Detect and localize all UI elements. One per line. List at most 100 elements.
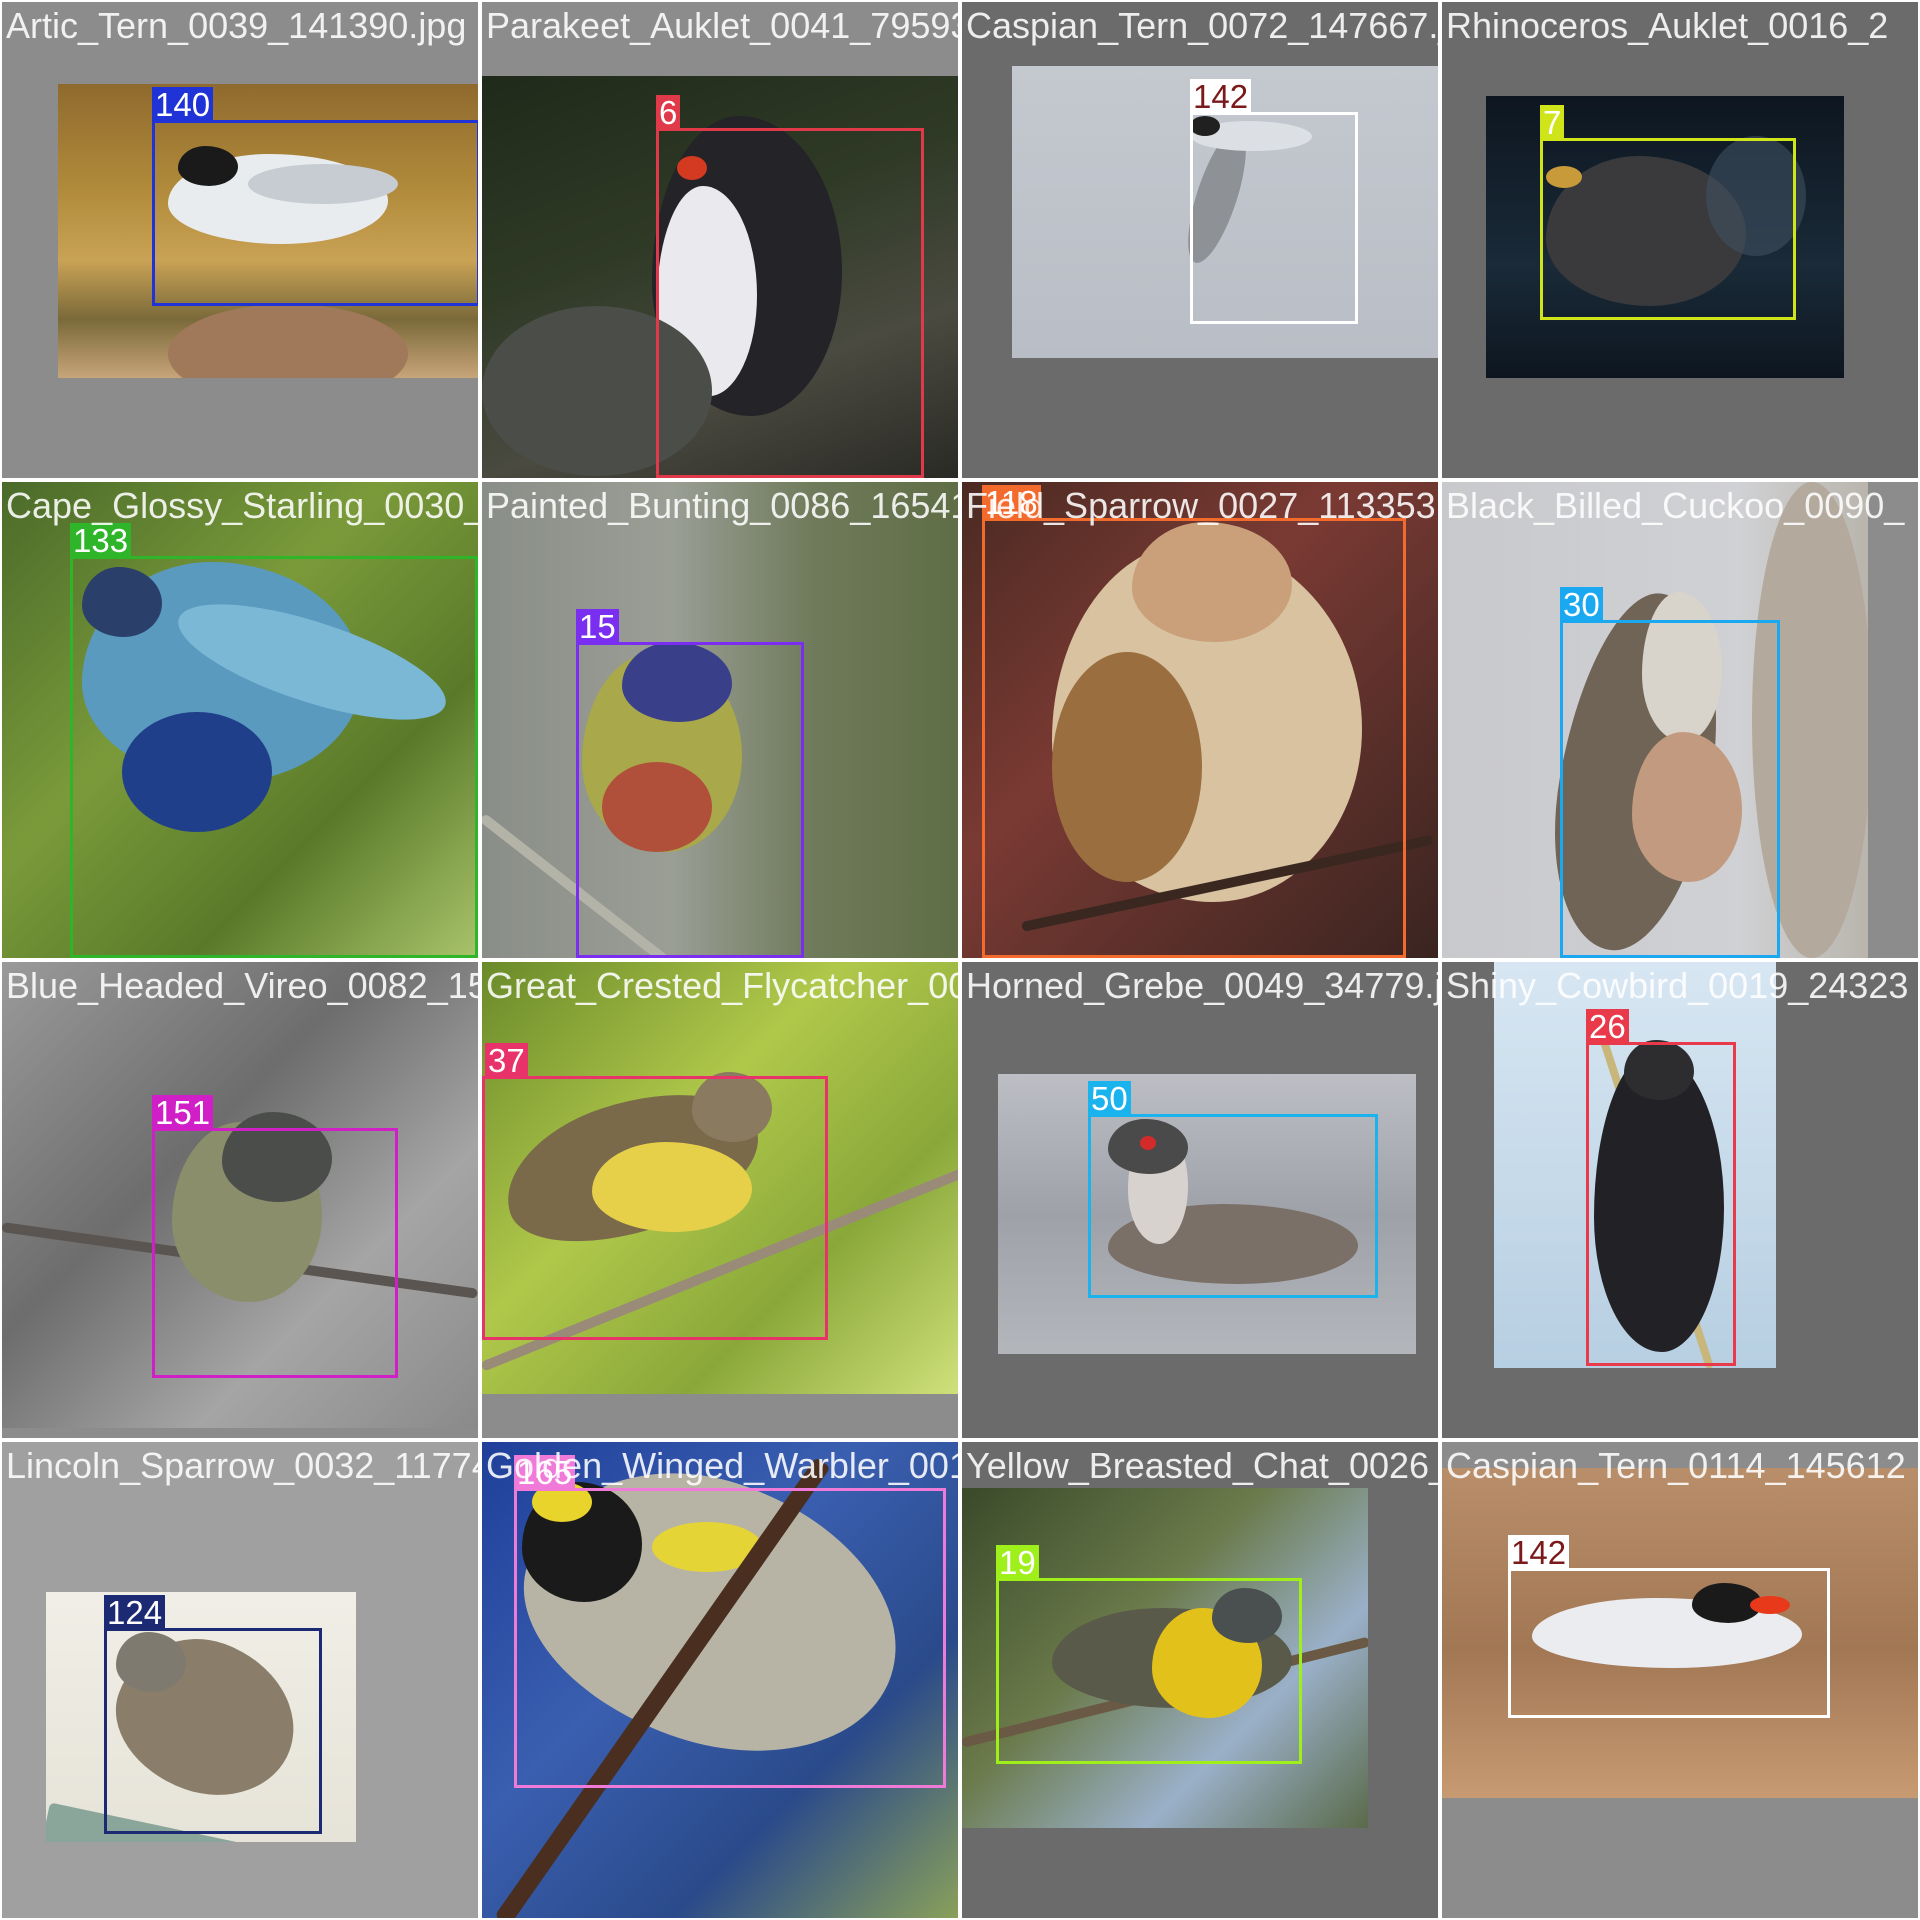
bounding-box: 151 <box>152 1095 398 1378</box>
filename-label: Artic_Tern_0039_141390.jpg <box>6 5 467 46</box>
class-label: 142 <box>1190 79 1252 115</box>
bird-head <box>178 146 238 186</box>
bounding-box: 7 <box>1540 105 1796 320</box>
bird-wing <box>248 164 398 204</box>
bounding-box: 37 <box>482 1043 828 1340</box>
bird-head <box>1212 1588 1282 1643</box>
bounding-box: 50 <box>1088 1081 1378 1298</box>
class-label: 19 <box>996 1545 1039 1581</box>
class-label: 6 <box>656 95 681 131</box>
mosaic-tile: 118 Field_Sparrow_0027_113353.jpg <box>962 482 1438 958</box>
class-label: 26 <box>1586 1009 1629 1045</box>
bird-photo <box>482 962 958 1394</box>
bird-belly <box>122 712 272 832</box>
bird-wing <box>1052 652 1202 882</box>
class-label: 124 <box>104 1595 166 1631</box>
bird-head <box>622 642 732 722</box>
filename-label: Lincoln_Sparrow_0032_117740.jpg <box>6 1445 478 1486</box>
bounding-box: 6 <box>656 95 924 478</box>
bird-photo <box>58 84 478 378</box>
bird-photo <box>1494 962 1776 1368</box>
filename-label: Yellow_Breasted_Chat_0026_21845.jpg <box>966 1445 1438 1486</box>
class-label: 37 <box>485 1043 528 1079</box>
bird-photo <box>1486 96 1844 378</box>
rock <box>168 304 408 378</box>
bird-photo <box>482 1442 958 1918</box>
filename-label: Golden_Winged_Warbler_0016_794844.jpg <box>486 1445 958 1486</box>
filename-label: Great_Crested_Flycatcher_0038_29533.jpg <box>486 965 958 1006</box>
mosaic-tile: 37 Great_Crested_Flycatcher_0038_29533.j… <box>482 962 958 1438</box>
mosaic-tile: 6 Parakeet_Auklet_0041_795933.jpg <box>482 2 958 478</box>
bounding-box: 165 <box>514 1455 946 1788</box>
bird-head <box>1190 116 1220 136</box>
filename-label: Blue_Headed_Vireo_0082_156985.jpg <box>6 965 478 1006</box>
bird-shape <box>1594 1052 1724 1352</box>
filename-label: Cape_Glossy_Starling_0030_129443.jpg <box>6 485 478 526</box>
rock <box>482 306 712 476</box>
mosaic-tile: 151 Blue_Headed_Vireo_0082_156985.jpg <box>2 962 478 1438</box>
class-label: 118 <box>982 485 1041 521</box>
bounding-box: 118 <box>982 485 1406 958</box>
mosaic-tile: 124 Lincoln_Sparrow_0032_117740.jpg <box>2 1442 478 1918</box>
bounding-box: 15 <box>576 609 804 958</box>
bird-photo <box>482 76 958 478</box>
class-label: 165 <box>514 1455 576 1491</box>
class-label: 133 <box>70 523 132 559</box>
filename-label: Horned_Grebe_0049_34779.jpg <box>966 965 1438 1006</box>
bird-photo <box>1442 482 1868 958</box>
hand <box>1632 732 1742 882</box>
bird-photo <box>482 482 958 958</box>
filename-label: Shiny_Cowbird_0019_24323 <box>1446 965 1909 1006</box>
bounding-box: 133 <box>70 523 478 958</box>
mosaic-tile: 142 Caspian_Tern_0072_147667.jpg <box>962 2 1438 478</box>
bird-beak <box>1750 1596 1790 1614</box>
bounding-box: 142 <box>1190 79 1358 324</box>
mosaic-tile: 50 Horned_Grebe_0049_34779.jpg <box>962 962 1438 1438</box>
class-label: 7 <box>1540 105 1565 141</box>
bird-belly <box>1642 592 1722 742</box>
bird-photo <box>962 1488 1368 1828</box>
class-label: 140 <box>152 87 214 123</box>
bird-belly <box>602 762 712 852</box>
bird-photo <box>2 482 478 958</box>
bounding-box: 142 <box>1508 1535 1830 1718</box>
class-label: 151 <box>152 1095 214 1131</box>
bird-head <box>692 1072 772 1142</box>
bounding-box: 124 <box>104 1595 322 1834</box>
sleeve <box>1752 482 1868 958</box>
bird-head <box>116 1632 186 1692</box>
class-label: 142 <box>1508 1535 1570 1571</box>
bird-beak <box>677 156 707 180</box>
filename-label: Black_Billed_Cuckoo_0090_ <box>1446 485 1905 526</box>
bird-head <box>82 567 162 637</box>
mosaic-tile: 19 Yellow_Breasted_Chat_0026_21845.jpg <box>962 1442 1438 1918</box>
bounding-box: 26 <box>1586 1009 1736 1366</box>
class-label: 15 <box>576 609 619 645</box>
mosaic-tile: 140 Artic_Tern_0039_141390.jpg <box>2 2 478 478</box>
filename-label: Caspian_Tern_0114_145612 <box>1446 1445 1906 1486</box>
bird-photo <box>2 962 478 1428</box>
bird-eye <box>1140 1136 1156 1150</box>
mosaic-tile: 26 Shiny_Cowbird_0019_24323 <box>1442 962 1918 1438</box>
mosaic-tile: 142 Caspian_Tern_0114_145612 <box>1442 1442 1918 1918</box>
mosaic-tile: 165 Golden_Winged_Warbler_0016_794844.jp… <box>482 1442 958 1918</box>
bounding-box: 140 <box>152 87 478 306</box>
filename-label: Caspian_Tern_0072_147667.jpg <box>966 5 1438 46</box>
bird-head <box>1132 522 1292 642</box>
bird-head <box>1624 1040 1694 1100</box>
mosaic-tile: 30 Black_Billed_Cuckoo_0090_ <box>1442 482 1918 958</box>
filename-label: Field_Sparrow_0027_113353.jpg <box>966 485 1438 526</box>
filename-label: Parakeet_Auklet_0041_795933.jpg <box>486 5 958 46</box>
class-label: 50 <box>1088 1081 1131 1117</box>
filename-label: Rhinoceros_Auklet_0016_2 <box>1446 5 1889 46</box>
bird-belly <box>592 1142 752 1232</box>
bird-photo <box>998 1074 1416 1354</box>
water-splash <box>1706 136 1806 256</box>
bird-photo <box>46 1592 356 1842</box>
bird-photo <box>1442 1468 1918 1798</box>
bounding-box: 30 <box>1560 587 1780 958</box>
mosaic-tile: 7 Rhinoceros_Auklet_0016_2 <box>1442 2 1918 478</box>
